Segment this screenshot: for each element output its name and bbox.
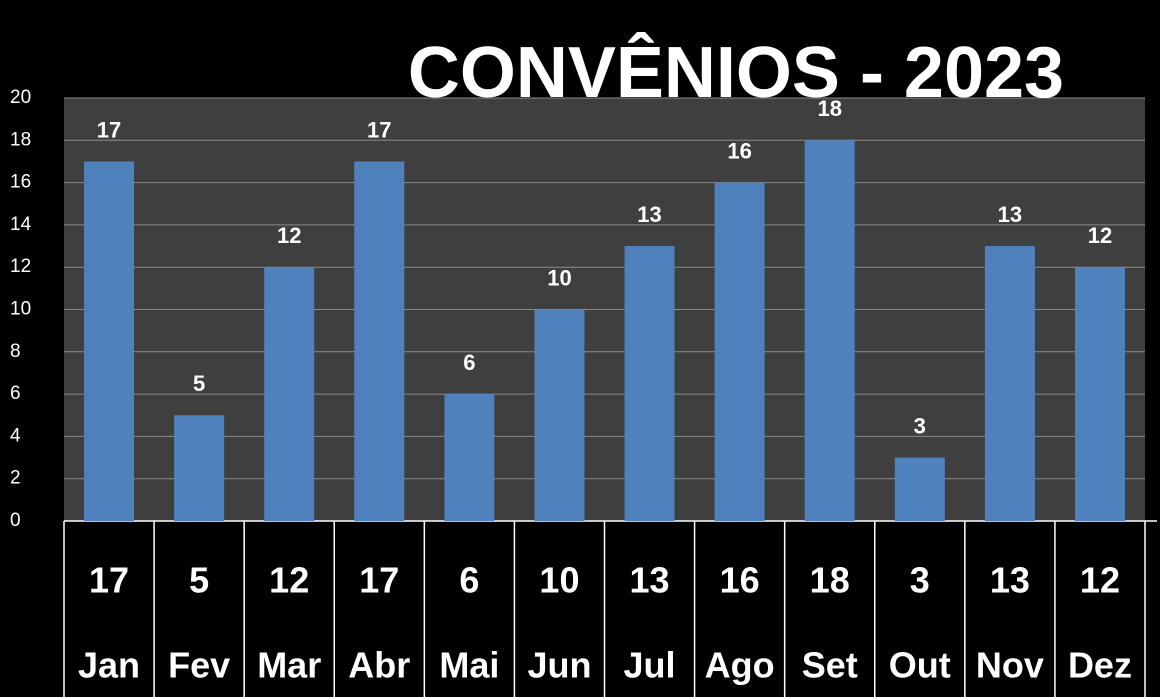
y-tick-label: 18 xyxy=(10,129,31,150)
y-tick-label: 4 xyxy=(10,425,21,446)
table-value: 17 xyxy=(359,560,399,601)
table-value: 5 xyxy=(189,560,209,601)
chart-title: CONVÊNIOS - 2023 xyxy=(408,32,1064,113)
bar xyxy=(84,161,135,521)
table-value: 3 xyxy=(910,560,930,601)
data-label: 18 xyxy=(817,96,841,121)
bar xyxy=(894,457,945,521)
x-tick-label: Jun xyxy=(527,645,591,686)
x-tick-label: Nov xyxy=(976,645,1044,686)
data-label: 12 xyxy=(1088,223,1112,248)
table-value: 16 xyxy=(720,560,760,601)
x-tick-label: Set xyxy=(802,645,858,686)
x-tick-label: Mai xyxy=(439,645,499,686)
y-tick-label: 2 xyxy=(10,468,21,489)
x-tick-label: Abr xyxy=(348,645,410,686)
x-tick-label: Jan xyxy=(78,645,140,686)
bar xyxy=(534,309,585,521)
table-value: 12 xyxy=(1080,560,1120,601)
data-label: 17 xyxy=(97,117,121,142)
y-tick-label: 0 xyxy=(10,510,21,531)
bar xyxy=(1074,267,1125,521)
x-tick-label: Mar xyxy=(257,645,321,686)
table-value: 17 xyxy=(89,560,129,601)
x-tick-label: Out xyxy=(889,645,951,686)
bar xyxy=(264,267,315,521)
bar xyxy=(804,140,855,522)
bar xyxy=(354,161,405,521)
data-label: 13 xyxy=(998,202,1022,227)
data-label: 3 xyxy=(914,413,926,438)
y-tick-label: 16 xyxy=(10,172,31,193)
y-tick-label: 10 xyxy=(10,299,31,320)
table-value: 13 xyxy=(990,560,1030,601)
data-label: 5 xyxy=(193,371,205,396)
y-tick-label: 20 xyxy=(10,87,31,108)
table-value: 6 xyxy=(459,560,479,601)
x-tick-label: Fev xyxy=(168,645,230,686)
data-label: 10 xyxy=(547,265,571,290)
table-value: 12 xyxy=(269,560,309,601)
x-tick-label: Dez xyxy=(1068,645,1132,686)
y-tick-label: 14 xyxy=(10,214,32,235)
bar xyxy=(714,182,765,521)
y-tick-label: 12 xyxy=(10,256,31,277)
bar xyxy=(174,415,225,521)
data-label: 16 xyxy=(727,138,751,163)
table-value: 13 xyxy=(630,560,670,601)
y-tick-label: 6 xyxy=(10,383,21,404)
table-value: 18 xyxy=(810,560,850,601)
x-tick-label: Ago xyxy=(705,645,775,686)
data-label: 12 xyxy=(277,223,301,248)
data-label: 6 xyxy=(463,350,475,375)
bar xyxy=(444,394,495,521)
data-label: 13 xyxy=(637,202,661,227)
table-value: 10 xyxy=(539,560,579,601)
y-tick-label: 8 xyxy=(10,341,21,362)
bar xyxy=(984,246,1035,522)
x-tick-label: Jul xyxy=(624,645,676,686)
data-label: 17 xyxy=(367,117,391,142)
bar xyxy=(624,246,675,522)
